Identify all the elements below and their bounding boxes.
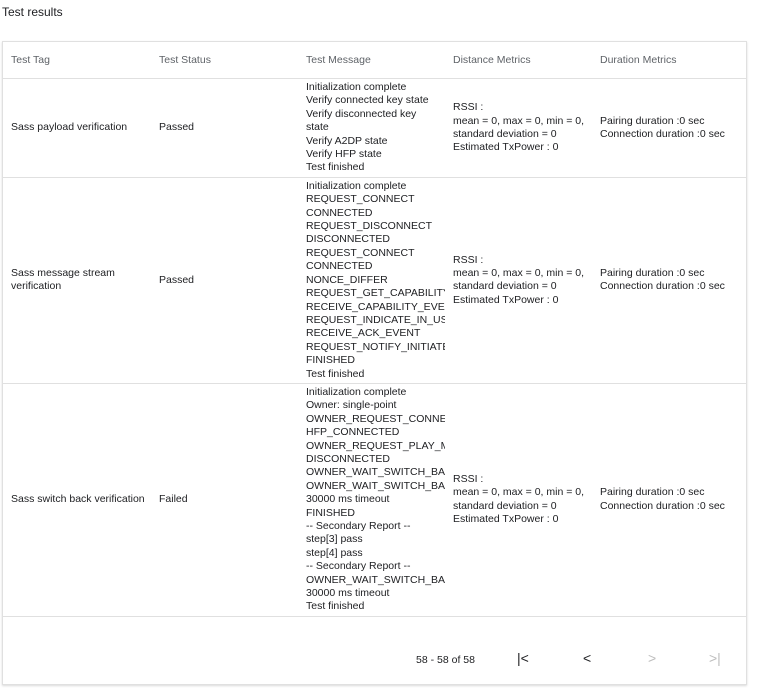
test-tag-cell: Sass payload verification <box>3 78 151 178</box>
results-table: Test Tag Test Status Test Message Distan… <box>3 42 746 617</box>
distance-cell: RSSI : mean = 0, max = 0, min = 0, standar… <box>445 383 592 617</box>
table-row: Sass message stream verification Passed In… <box>3 177 746 384</box>
page-title: Test results <box>2 5 63 19</box>
distance-line: mean = 0, max = 0, min = 0, <box>453 486 585 499</box>
distance-line: RSSI : <box>453 253 484 266</box>
table-row: Sass payload verification Passed Initializ… <box>3 78 746 178</box>
distance-line: RSSI : <box>453 473 484 486</box>
previous-page-button[interactable]: < <box>583 650 592 666</box>
message-line: -- Secondary Report -- <box>306 560 411 573</box>
message-line: OWNER_REQUEST_PLAY_MEDIA <box>306 439 445 452</box>
message-line: Test finished <box>306 367 365 380</box>
distance-line: Estimated TxPower : 0 <box>453 141 559 154</box>
last-page-button[interactable]: >| <box>709 650 721 666</box>
message-line: CONNECTED <box>306 260 373 273</box>
message-line: Verify A2DP state <box>306 134 388 147</box>
distance-line: standard deviation = 0 <box>453 499 557 512</box>
message-line: OWNER_WAIT_SWITCH_BACK <box>306 479 445 492</box>
distance-line: standard deviation = 0 <box>453 280 557 293</box>
message-line: RECEIVE_CAPABILITY_EVENT <box>306 300 445 313</box>
table-header: Test Tag Test Status Test Message Distan… <box>3 42 746 79</box>
message-line: OWNER_WAIT_SWITCH_BACK <box>306 573 445 586</box>
col-test-status[interactable]: Test Status <box>151 42 298 79</box>
test-status-cell: Passed <box>151 78 298 178</box>
message-line: RECEIVE_ACK_EVENT <box>306 327 421 340</box>
distance-line: Estimated TxPower : 0 <box>453 513 559 526</box>
message-line: Verify connected key state <box>306 94 429 107</box>
message-line: HFP_CONNECTED <box>306 426 400 439</box>
message-line: REQUEST_GET_CAPABILITY <box>306 287 445 300</box>
message-line: REQUEST_NOTIFY_INITIATED_ <box>306 340 445 353</box>
test-tag-cell: Sass switch back verification <box>3 383 151 617</box>
col-test-tag[interactable]: Test Tag <box>3 42 151 79</box>
message-line: DISCONNECTED <box>306 452 391 465</box>
duration-line: Connection duration :0 sec <box>600 499 725 512</box>
duration-cell: Pairing duration :0 sec Connection durati… <box>592 177 746 384</box>
message-line: OWNER_REQUEST_CONNECT <box>306 412 445 425</box>
message-line: Initialization complete <box>306 179 407 192</box>
message-cell: Initialization complete Owner: single-poi… <box>298 383 445 617</box>
message-line: Test finished <box>306 161 365 174</box>
col-duration-metrics[interactable]: Duration Metrics <box>592 42 746 79</box>
message-line: REQUEST_CONNECT <box>306 246 415 259</box>
message-line: REQUEST_CONNECT <box>306 193 415 206</box>
distance-line: mean = 0, max = 0, min = 0, <box>453 114 585 127</box>
message-line: step[3] pass <box>306 533 363 546</box>
next-page-button[interactable]: > <box>648 650 657 666</box>
message-line: Test finished <box>306 600 365 613</box>
distance-line: RSSI : <box>453 101 484 114</box>
message-line: OWNER_WAIT_SWITCH_BACK <box>306 466 445 479</box>
message-line: FINISHED <box>306 354 356 367</box>
test-tag-cell: Sass message stream verification <box>3 177 151 384</box>
test-status-cell: Passed <box>151 177 298 384</box>
message-line: Owner: single-point <box>306 399 397 412</box>
table-row: Sass switch back verification Failed Initi… <box>3 383 746 617</box>
duration-line: Connection duration :0 sec <box>600 127 725 140</box>
message-line: step[4] pass <box>306 546 363 559</box>
test-status-cell: Failed <box>151 383 298 617</box>
message-line: 30000 ms timeout <box>306 587 390 600</box>
distance-cell: RSSI : mean = 0, max = 0, min = 0, standar… <box>445 177 592 384</box>
first-page-button[interactable]: |< <box>517 650 529 666</box>
duration-line: Pairing duration :0 sec <box>600 486 705 499</box>
duration-cell: Pairing duration :0 sec Connection durati… <box>592 78 746 178</box>
duration-cell: Pairing duration :0 sec Connection durati… <box>592 383 746 617</box>
message-line: state <box>306 121 329 134</box>
duration-line: Connection duration :0 sec <box>600 280 725 293</box>
message-line: CONNECTED <box>306 206 373 219</box>
message-line: REQUEST_DISCONNECT <box>306 220 433 233</box>
duration-line: Pairing duration :0 sec <box>600 266 705 279</box>
message-line: DISCONNECTED <box>306 233 391 246</box>
message-cell: Initialization complete REQUEST_CONNECT CO… <box>298 177 445 384</box>
page-range: 58 - 58 of 58 <box>416 654 475 666</box>
distance-cell: RSSI : mean = 0, max = 0, min = 0, standar… <box>445 78 592 178</box>
message-line: Initialization complete <box>306 385 407 398</box>
col-test-message[interactable]: Test Message <box>298 42 445 79</box>
distance-line: standard deviation = 0 <box>453 127 557 140</box>
message-line: Initialization complete <box>306 81 407 93</box>
message-line: Verify HFP state <box>306 148 382 161</box>
message-cell: Initialization complete Verify connected … <box>298 78 445 178</box>
distance-line: Estimated TxPower : 0 <box>453 293 559 306</box>
message-line: -- Secondary Report -- <box>306 520 411 532</box>
distance-line: mean = 0, max = 0, min = 0, <box>453 266 585 279</box>
message-line: Verify disconnected key <box>306 107 417 120</box>
message-line: 30000 ms timeout <box>306 493 390 506</box>
pagination: 58 - 58 of 58 |< < > >| <box>3 640 746 684</box>
message-line: FINISHED <box>306 506 356 519</box>
results-table-card: Test Tag Test Status Test Message Distan… <box>2 41 747 685</box>
duration-line: Pairing duration :0 sec <box>600 114 705 127</box>
message-line: NONCE_DIFFER <box>306 273 388 286</box>
col-distance-metrics[interactable]: Distance Metrics <box>445 42 592 79</box>
message-line: REQUEST_INDICATE_IN_USE_ <box>306 313 445 326</box>
